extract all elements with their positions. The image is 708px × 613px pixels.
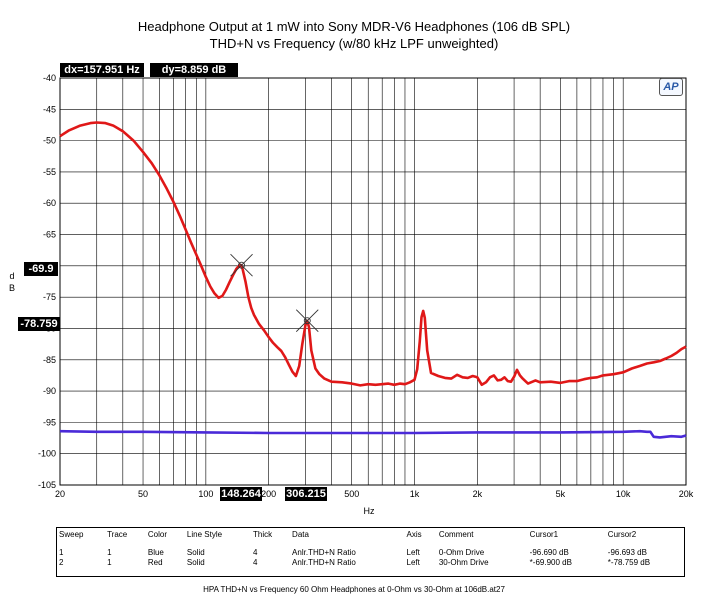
chart-subtitle: THD+N vs Frequency (w/80 kHz LPF unweigh… bbox=[209, 36, 499, 51]
legend-cell: 0-Ohm Drive bbox=[438, 548, 485, 557]
legend-cell: Left bbox=[406, 558, 420, 567]
series-line-1 bbox=[59, 121, 687, 387]
cursor-dx-readout: dx=157.951 Hz bbox=[60, 63, 144, 77]
cursor-1-marker bbox=[230, 253, 253, 277]
legend-header-cell: Color bbox=[147, 530, 167, 539]
ap-logo: AP bbox=[659, 78, 683, 96]
y-tick-label: -100 bbox=[38, 449, 56, 459]
chart-title: Headphone Output at 1 mW into Sony MDR-V… bbox=[137, 19, 571, 34]
legend-cell: Anlr.THD+N Ratio bbox=[292, 548, 356, 557]
legend-cell: 1 bbox=[107, 558, 112, 567]
x-tick-label: 20 bbox=[55, 489, 65, 499]
cursor1-y-readout[interactable]: -69.9 bbox=[24, 262, 58, 276]
cursor-dy-readout: dy=8.859 dB bbox=[150, 63, 238, 77]
cursor2-y-readout[interactable]: -78.759 bbox=[18, 317, 60, 331]
cursor-2-marker bbox=[295, 309, 319, 333]
legend-row: 2 1 Red Solid 4 Anlr.THD+N Ratio Left 30-Ohm Dr… bbox=[57, 558, 684, 568]
x-tick-label: 20k bbox=[679, 489, 694, 499]
legend-cell: Blue bbox=[147, 548, 164, 557]
legend-cell: Solid bbox=[186, 548, 205, 557]
legend-cell: 4 bbox=[253, 548, 258, 557]
y-axis-label: d bbox=[9, 271, 14, 281]
legend-header-cell: Cursor1 bbox=[529, 530, 559, 539]
legend-cell: Solid bbox=[186, 558, 205, 567]
x-tick-label: 500 bbox=[344, 489, 359, 499]
x-tick-label: 200 bbox=[261, 489, 276, 499]
legend-row: 1 1 Blue Solid 4 Anlr.THD+N Ratio Left 0-Ohm Dr… bbox=[57, 548, 684, 558]
y-tick-label: -90 bbox=[43, 386, 56, 396]
x-tick-label: 100 bbox=[198, 489, 213, 499]
legend-header-cell: Thick bbox=[253, 530, 273, 539]
legend-cell: Left bbox=[406, 548, 420, 557]
y-tick-label: -65 bbox=[43, 230, 56, 240]
legend-cell: Anlr.THD+N Ratio bbox=[292, 558, 356, 567]
legend-cell: -96.693 dB bbox=[607, 548, 647, 557]
legend-cell: *-78.759 dB bbox=[607, 558, 651, 567]
legend-cell: -96.690 dB bbox=[529, 548, 569, 557]
legend-header-cell: Comment bbox=[438, 530, 474, 539]
cursor2-x-readout[interactable]: 306.215 bbox=[285, 487, 327, 501]
x-tick-label: 5k bbox=[556, 489, 566, 499]
legend-header-cell: Line Style bbox=[186, 530, 223, 539]
y-tick-label: -60 bbox=[43, 198, 56, 208]
y-tick-label: -55 bbox=[43, 167, 56, 177]
series-line-2 bbox=[59, 429, 687, 439]
legend-header-cell: Axis bbox=[406, 530, 422, 539]
y-tick-label: -45 bbox=[43, 104, 56, 114]
x-tick-label: 2k bbox=[473, 489, 483, 499]
legend-cell: 2 bbox=[59, 558, 64, 567]
x-tick-label: 1k bbox=[410, 489, 420, 499]
legend-header-row: Sweep Trace Color Line Style Thick Data Axis Co… bbox=[57, 528, 684, 542]
legend-cell: *-69.900 dB bbox=[529, 558, 572, 567]
y-tick-label: -50 bbox=[43, 136, 56, 146]
legend-header-cell: Sweep bbox=[59, 530, 84, 539]
legend-cell: 4 bbox=[253, 558, 258, 567]
y-axis-label-2: B bbox=[9, 283, 15, 293]
x-tick-label: 10k bbox=[616, 489, 631, 499]
legend-cell: 1 bbox=[59, 548, 64, 557]
legend-cell: 1 bbox=[107, 548, 112, 557]
x-tick-label: 50 bbox=[138, 489, 148, 499]
legend-header-cell: Trace bbox=[107, 530, 128, 539]
y-tick-label: -40 bbox=[43, 73, 56, 83]
legend-table: Sweep Trace Color Line Style Thick Data Axis Co… bbox=[56, 527, 685, 577]
y-tick-label: -85 bbox=[43, 355, 56, 365]
y-tick-label: -95 bbox=[43, 417, 56, 427]
cursor1-x-readout[interactable]: 148.264 bbox=[220, 487, 262, 501]
legend-header-cell: Data bbox=[292, 530, 309, 539]
y-tick-label: -105 bbox=[38, 480, 56, 490]
legend-cell: 30-Ohm Drive bbox=[438, 558, 489, 567]
x-axis-label: Hz bbox=[364, 506, 375, 516]
legend-header-cell: Cursor2 bbox=[607, 530, 637, 539]
file-name-footer: HPA THD+N vs Frequency 60 Ohm Headphones… bbox=[203, 585, 505, 594]
legend-cell: Red bbox=[147, 558, 163, 567]
plot-frame bbox=[59, 77, 687, 486]
y-tick-label: -75 bbox=[43, 292, 56, 302]
